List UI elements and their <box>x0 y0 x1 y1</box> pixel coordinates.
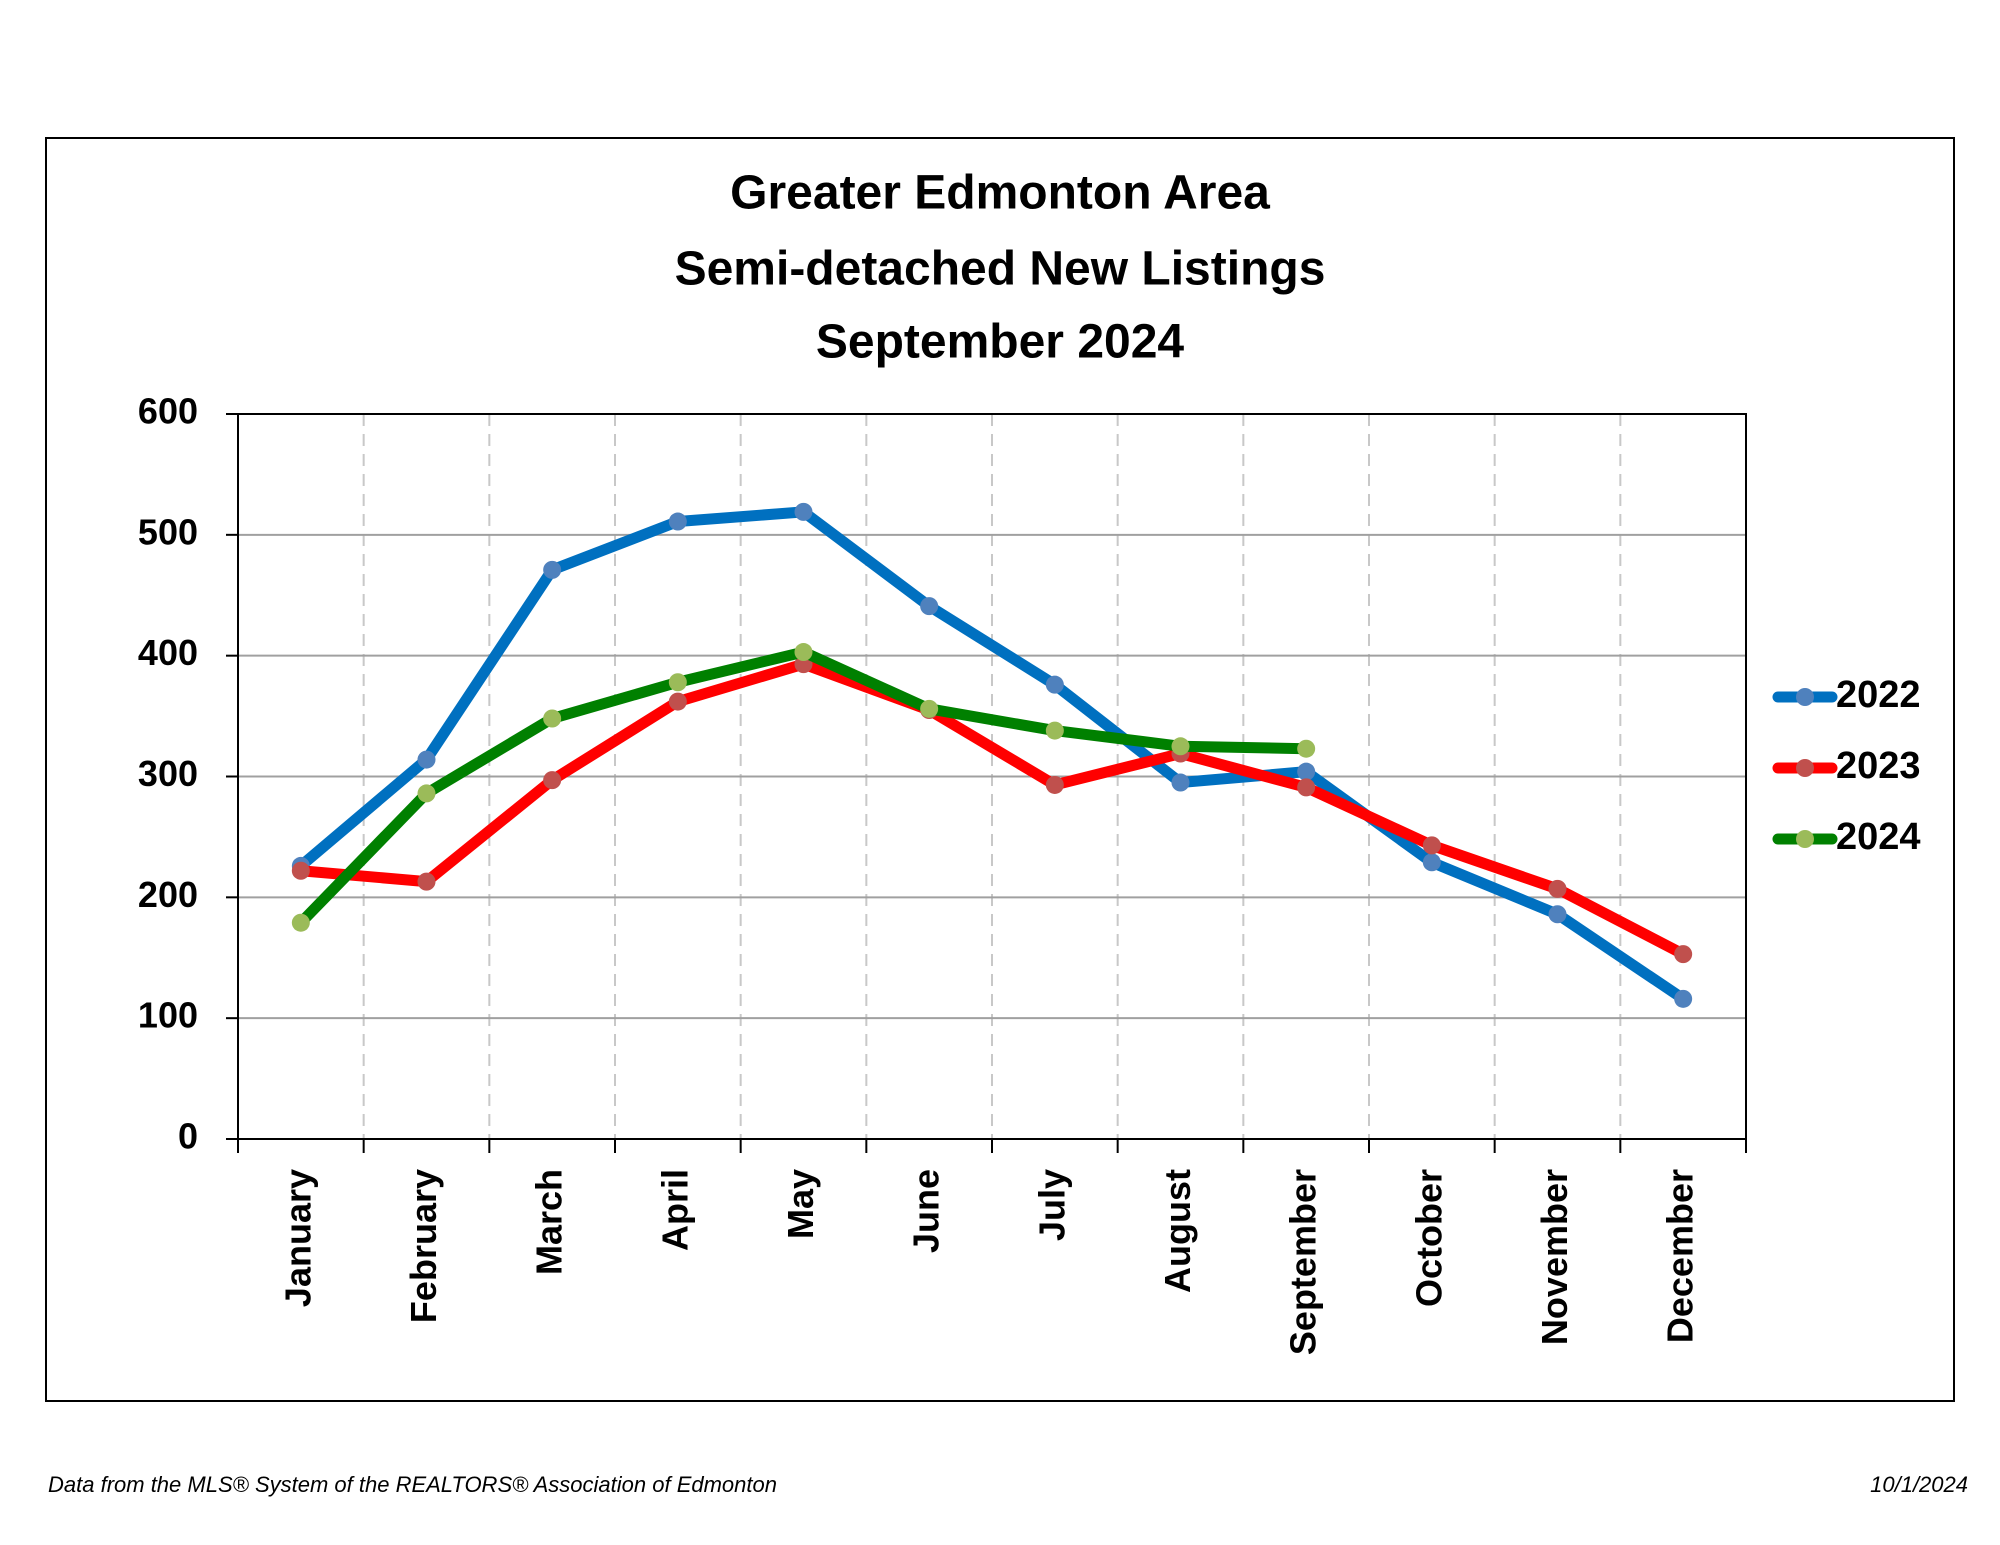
x-tick-label: April <box>654 1169 695 1251</box>
date-note: 10/1/2024 <box>1870 1472 1968 1497</box>
chart-frame <box>45 137 1955 1402</box>
source-note: Data from the MLS® System of the REALTOR… <box>48 1472 777 1497</box>
x-tick-label: August <box>1157 1169 1198 1293</box>
data-point <box>920 699 939 718</box>
data-point <box>1674 989 1693 1008</box>
x-tick-label: January <box>277 1169 318 1307</box>
x-tick-label: June <box>906 1169 947 1253</box>
legend-marker <box>1796 688 1814 706</box>
chart-title: Greater Edmonton Area <box>730 167 1270 220</box>
data-point <box>1548 905 1567 924</box>
data-point <box>417 872 436 891</box>
x-tick-label: December <box>1660 1169 1701 1343</box>
data-point <box>291 861 310 880</box>
y-tick-label: 0 <box>178 1116 198 1157</box>
data-point <box>1297 778 1316 797</box>
legend-marker <box>1796 759 1814 777</box>
data-point <box>1045 721 1064 740</box>
data-point <box>920 597 939 616</box>
data-point <box>1297 739 1316 758</box>
chart-title: Semi-detached New Listings <box>675 243 1326 296</box>
data-point <box>1171 773 1190 792</box>
x-tick-label: February <box>403 1169 444 1323</box>
y-tick-label: 400 <box>138 632 198 673</box>
x-tick-label: March <box>529 1169 570 1275</box>
y-tick-label: 200 <box>138 874 198 915</box>
data-point <box>291 913 310 932</box>
legend-label: 2024 <box>1836 816 1921 858</box>
series-line <box>300 658 1686 960</box>
data-point <box>668 512 687 531</box>
x-tick-label: July <box>1031 1169 1072 1241</box>
data-point <box>543 560 562 579</box>
data-point <box>543 709 562 728</box>
data-point <box>1422 853 1441 872</box>
x-tick-label: May <box>780 1169 821 1239</box>
data-point <box>1422 836 1441 855</box>
y-tick-label: 300 <box>138 753 198 794</box>
y-tick-label: 500 <box>138 511 198 552</box>
data-point <box>417 784 436 803</box>
data-point <box>794 502 813 521</box>
series-line <box>297 506 1687 1004</box>
data-point <box>1171 737 1190 756</box>
y-tick-label: 100 <box>138 995 198 1036</box>
data-point <box>1674 945 1693 964</box>
data-point <box>668 673 687 692</box>
legend-label: 2022 <box>1836 674 1921 716</box>
data-point <box>417 750 436 769</box>
data-point <box>1045 775 1064 794</box>
data-point <box>1297 762 1316 781</box>
data-point <box>543 771 562 790</box>
y-tick-label: 600 <box>138 391 198 432</box>
data-point <box>668 692 687 711</box>
x-tick-label: September <box>1283 1169 1324 1355</box>
chart-title: September 2024 <box>816 316 1185 369</box>
data-point <box>1548 879 1567 898</box>
data-point <box>1045 675 1064 694</box>
data-point <box>794 643 813 662</box>
x-tick-label: November <box>1534 1169 1575 1345</box>
legend-label: 2023 <box>1836 745 1921 787</box>
x-tick-label: October <box>1408 1169 1449 1307</box>
legend-marker <box>1796 830 1814 848</box>
